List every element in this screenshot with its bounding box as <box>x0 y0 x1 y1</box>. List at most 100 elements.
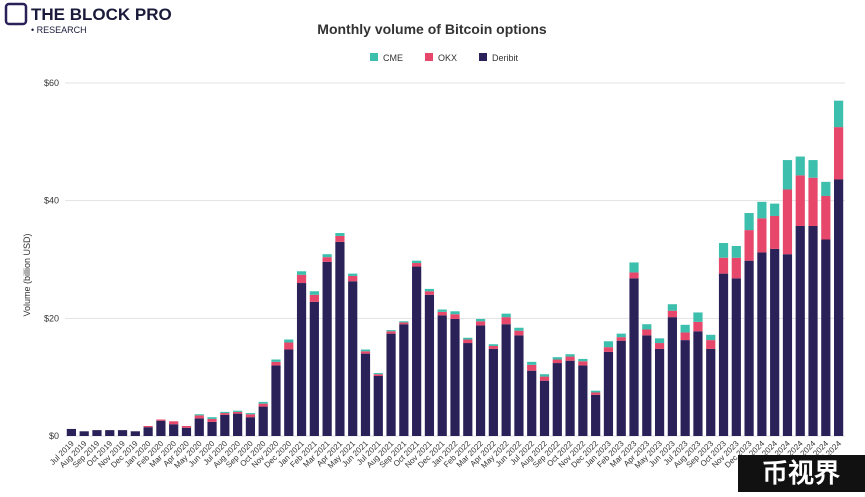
bar-segment <box>808 160 818 178</box>
bar-segment <box>808 177 818 226</box>
bar-segment <box>654 343 665 349</box>
legend-label: Deribit <box>492 53 519 63</box>
legend-swatch <box>425 53 433 61</box>
bar-segment <box>782 189 793 255</box>
bar-segment <box>795 225 805 436</box>
bar-segment <box>616 333 626 338</box>
bar-segment <box>757 218 767 253</box>
bar-segment <box>667 310 677 318</box>
bar-segment <box>296 271 307 275</box>
bar-segment <box>79 431 89 436</box>
bar-segment <box>501 313 511 318</box>
y-tick-label: $40 <box>44 196 59 206</box>
bar-segment <box>373 374 383 376</box>
y-tick-label: $20 <box>44 313 59 323</box>
bar-segment <box>629 272 639 279</box>
bar-segment <box>258 401 268 404</box>
bar-segment <box>284 342 294 350</box>
bar-segment <box>770 248 780 436</box>
legend-label: OKX <box>438 53 457 63</box>
bar-segment <box>156 420 166 436</box>
bar-segment <box>386 333 396 436</box>
bar-segment <box>245 413 256 415</box>
bar-segment <box>757 252 767 436</box>
bar-segment <box>412 263 422 267</box>
bar-segment <box>565 356 575 361</box>
bar-segment <box>808 225 818 436</box>
bar-segment <box>373 373 383 375</box>
bar-segment <box>501 317 511 325</box>
bar-segment <box>667 317 677 436</box>
bar-segment <box>296 283 307 436</box>
legend-label: CME <box>383 53 403 63</box>
bar-segment <box>220 411 230 414</box>
bar-segment <box>348 281 358 436</box>
bar-segment <box>271 365 281 436</box>
bar-segment <box>322 254 332 258</box>
bar-segment <box>821 195 831 240</box>
bar-segment <box>616 337 626 341</box>
bar-segment <box>130 431 140 436</box>
bar-segment <box>744 260 754 436</box>
bar-segment <box>680 332 690 341</box>
bar-segment <box>527 361 537 365</box>
bar-segment <box>322 261 332 436</box>
logo-icon <box>4 2 28 26</box>
bar-segment <box>654 338 665 344</box>
bar-segment <box>795 175 805 226</box>
bar-segment <box>770 215 780 249</box>
bar-segment <box>360 351 371 354</box>
bar-segment <box>194 415 204 419</box>
bar-segment <box>527 364 537 371</box>
bar-segment <box>475 325 486 436</box>
bar-segment <box>360 349 371 352</box>
bar-segment <box>539 380 550 436</box>
bar-segment <box>233 410 243 412</box>
legend-swatch <box>370 53 378 61</box>
bar-segment <box>718 243 729 258</box>
y-axis-label: Volume (billion USD) <box>22 233 32 316</box>
bar-segment <box>348 275 358 282</box>
bar-segment <box>66 428 76 436</box>
bar-segment <box>143 425 153 428</box>
bar-segment <box>105 430 115 436</box>
bar-segment <box>834 100 844 128</box>
bar-segment <box>514 330 524 336</box>
bar-segment <box>795 156 805 176</box>
bar-segment <box>220 414 230 436</box>
bar-segment <box>680 340 690 436</box>
watermark: 币视界 <box>762 458 840 488</box>
bar-segment <box>245 417 256 436</box>
bar-segment <box>309 294 319 302</box>
bar-segment <box>450 311 460 315</box>
bar-segment <box>156 419 166 421</box>
bar-segment <box>603 341 614 348</box>
bar-segment <box>194 418 204 436</box>
chart-title: Monthly volume of Bitcoin options <box>317 21 547 37</box>
bar-segment <box>437 309 447 312</box>
bar-segment <box>92 430 102 436</box>
bar-segment <box>360 353 371 436</box>
bar-segment <box>488 345 498 349</box>
bar-segment <box>475 321 486 326</box>
bar-segment <box>450 318 460 436</box>
bar-segment <box>488 344 498 346</box>
bar-segment <box>386 330 396 332</box>
bar-segment <box>207 417 217 419</box>
bar-segment <box>322 257 332 262</box>
bar-segment <box>603 351 614 436</box>
bar-segment <box>258 406 268 436</box>
bar-segment <box>744 230 754 261</box>
bar-segment <box>373 375 383 436</box>
bar-segment <box>386 331 396 334</box>
bar-segment <box>220 413 230 415</box>
bar-segment <box>706 348 716 436</box>
bar-segment <box>335 241 345 436</box>
bar-segment <box>591 394 601 436</box>
bar-segment <box>552 363 562 436</box>
bar-segment <box>207 421 217 436</box>
bar-segment <box>169 424 179 436</box>
bar-segment <box>284 349 294 436</box>
bar-segment <box>169 421 179 425</box>
bar-segment <box>424 291 435 295</box>
